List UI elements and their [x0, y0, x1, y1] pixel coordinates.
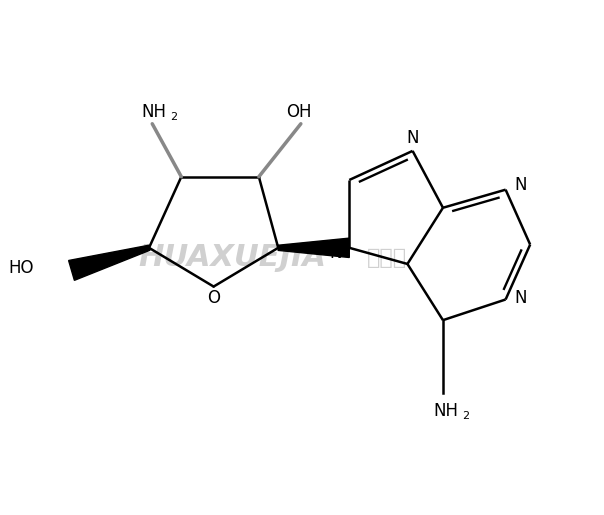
Text: N: N	[329, 244, 341, 262]
Text: N: N	[406, 129, 419, 147]
Text: 2: 2	[461, 411, 469, 421]
Text: O: O	[207, 288, 220, 306]
Text: N: N	[514, 176, 527, 194]
Polygon shape	[69, 245, 150, 280]
Text: NH: NH	[433, 402, 458, 420]
Polygon shape	[278, 238, 349, 258]
Text: 化学加: 化学加	[367, 248, 407, 267]
Text: NH: NH	[141, 103, 166, 121]
Text: HUAXUEJIA: HUAXUEJIA	[139, 243, 327, 272]
Text: HO: HO	[8, 260, 34, 278]
Text: 2: 2	[170, 112, 177, 123]
Text: N: N	[514, 289, 527, 307]
Text: OH: OH	[286, 103, 312, 121]
